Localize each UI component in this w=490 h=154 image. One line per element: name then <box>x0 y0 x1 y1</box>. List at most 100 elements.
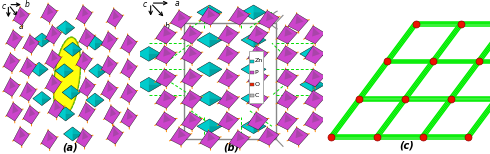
Polygon shape <box>76 52 92 70</box>
Polygon shape <box>300 47 325 61</box>
Polygon shape <box>163 71 171 80</box>
Polygon shape <box>229 131 249 148</box>
Polygon shape <box>107 83 114 92</box>
Polygon shape <box>277 91 297 108</box>
Polygon shape <box>218 69 239 87</box>
Polygon shape <box>255 48 263 57</box>
Polygon shape <box>23 35 39 53</box>
Polygon shape <box>121 109 137 127</box>
Polygon shape <box>110 107 116 117</box>
Polygon shape <box>181 112 202 130</box>
Polygon shape <box>51 52 58 61</box>
Polygon shape <box>156 26 176 44</box>
Polygon shape <box>241 5 266 20</box>
Polygon shape <box>136 77 161 92</box>
Polygon shape <box>189 71 197 80</box>
Polygon shape <box>29 37 35 46</box>
Polygon shape <box>66 114 74 121</box>
Polygon shape <box>79 78 95 96</box>
Polygon shape <box>85 104 91 114</box>
Polygon shape <box>9 80 16 89</box>
Polygon shape <box>46 26 61 44</box>
Polygon shape <box>209 126 222 134</box>
Polygon shape <box>189 28 197 36</box>
Polygon shape <box>101 56 117 75</box>
Text: P: P <box>254 70 258 75</box>
Polygon shape <box>33 33 51 47</box>
Polygon shape <box>82 131 88 140</box>
Polygon shape <box>181 46 202 64</box>
Polygon shape <box>149 85 161 92</box>
Polygon shape <box>285 71 293 80</box>
Polygon shape <box>247 46 268 64</box>
Polygon shape <box>62 85 80 99</box>
Polygon shape <box>149 77 161 85</box>
Polygon shape <box>254 69 266 77</box>
Polygon shape <box>254 12 266 20</box>
Polygon shape <box>30 62 48 76</box>
Polygon shape <box>113 10 119 20</box>
Text: O: O <box>254 82 260 87</box>
Polygon shape <box>95 93 104 100</box>
Polygon shape <box>64 127 82 141</box>
Polygon shape <box>259 10 279 28</box>
Polygon shape <box>46 50 61 69</box>
Polygon shape <box>207 9 215 18</box>
Polygon shape <box>171 128 191 145</box>
Polygon shape <box>312 48 320 57</box>
Polygon shape <box>42 40 51 47</box>
Polygon shape <box>95 100 104 107</box>
Polygon shape <box>42 91 51 99</box>
Bar <box>250 71 254 74</box>
Polygon shape <box>266 129 274 138</box>
Polygon shape <box>254 99 266 106</box>
Polygon shape <box>13 7 29 26</box>
Polygon shape <box>42 99 51 106</box>
Polygon shape <box>313 47 325 54</box>
Polygon shape <box>254 62 266 69</box>
Bar <box>249 51 263 103</box>
Polygon shape <box>55 64 74 78</box>
Polygon shape <box>288 128 308 145</box>
Polygon shape <box>76 129 92 147</box>
Polygon shape <box>226 48 234 57</box>
Polygon shape <box>29 107 35 117</box>
Polygon shape <box>295 15 303 24</box>
Polygon shape <box>156 91 176 108</box>
Ellipse shape <box>53 37 80 117</box>
Polygon shape <box>189 48 197 57</box>
Polygon shape <box>247 91 268 108</box>
Text: Zn: Zn <box>254 59 263 63</box>
Polygon shape <box>312 28 320 36</box>
Text: (c): (c) <box>399 141 414 151</box>
Polygon shape <box>255 92 263 101</box>
Polygon shape <box>12 32 19 41</box>
Polygon shape <box>33 91 51 106</box>
Polygon shape <box>266 12 274 21</box>
Polygon shape <box>200 7 220 25</box>
Polygon shape <box>6 103 23 121</box>
Polygon shape <box>226 71 234 80</box>
Polygon shape <box>47 6 53 15</box>
Polygon shape <box>255 71 263 80</box>
Polygon shape <box>209 40 222 47</box>
Polygon shape <box>66 28 74 35</box>
Polygon shape <box>254 126 266 134</box>
Polygon shape <box>312 71 320 80</box>
Bar <box>250 94 254 97</box>
Polygon shape <box>89 64 107 78</box>
Text: (b): (b) <box>223 142 240 152</box>
Polygon shape <box>41 130 57 149</box>
Polygon shape <box>295 129 303 138</box>
Polygon shape <box>209 5 222 12</box>
Polygon shape <box>21 83 36 101</box>
Polygon shape <box>178 12 186 21</box>
Polygon shape <box>254 33 266 40</box>
Polygon shape <box>171 10 191 28</box>
Polygon shape <box>19 9 25 18</box>
Polygon shape <box>277 112 297 130</box>
Polygon shape <box>95 43 104 50</box>
Polygon shape <box>305 69 325 87</box>
Polygon shape <box>312 92 320 101</box>
Polygon shape <box>101 32 117 50</box>
